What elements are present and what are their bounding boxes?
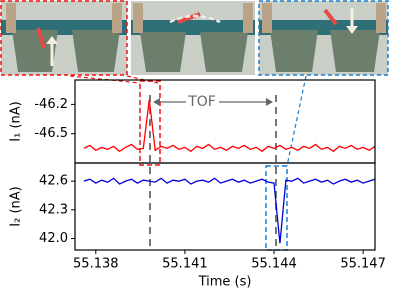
arrowhead bbox=[266, 98, 273, 106]
y-tick-label: -46.5 bbox=[34, 126, 68, 141]
y-tick-label: -46.2 bbox=[34, 97, 68, 112]
signal-line bbox=[83, 99, 376, 153]
highlight-box bbox=[139, 80, 161, 166]
x-tick-label: 55.144 bbox=[251, 257, 297, 272]
connector bbox=[286, 75, 307, 167]
inset-right bbox=[258, 0, 389, 76]
y-axis-label: I₂ (nA) bbox=[9, 186, 24, 226]
y-tick-label: 42.0 bbox=[39, 231, 68, 246]
y-axis-label: I₁ (nA) bbox=[9, 101, 24, 141]
y-tick-label: 42.3 bbox=[39, 202, 68, 217]
x-tick-label: 55.141 bbox=[162, 257, 208, 272]
y-tick-label: 42.6 bbox=[39, 174, 68, 189]
inset-middle bbox=[131, 1, 255, 75]
arrowhead bbox=[153, 98, 160, 106]
x-tick-label: 55.147 bbox=[340, 257, 386, 272]
x-axis-label: Time (s) bbox=[198, 275, 252, 290]
x-tick-label: 55.138 bbox=[73, 257, 119, 272]
annotation: TOF bbox=[187, 94, 216, 110]
plot-frame bbox=[74, 162, 376, 251]
inset-left bbox=[0, 0, 128, 76]
signal-line bbox=[83, 177, 376, 244]
